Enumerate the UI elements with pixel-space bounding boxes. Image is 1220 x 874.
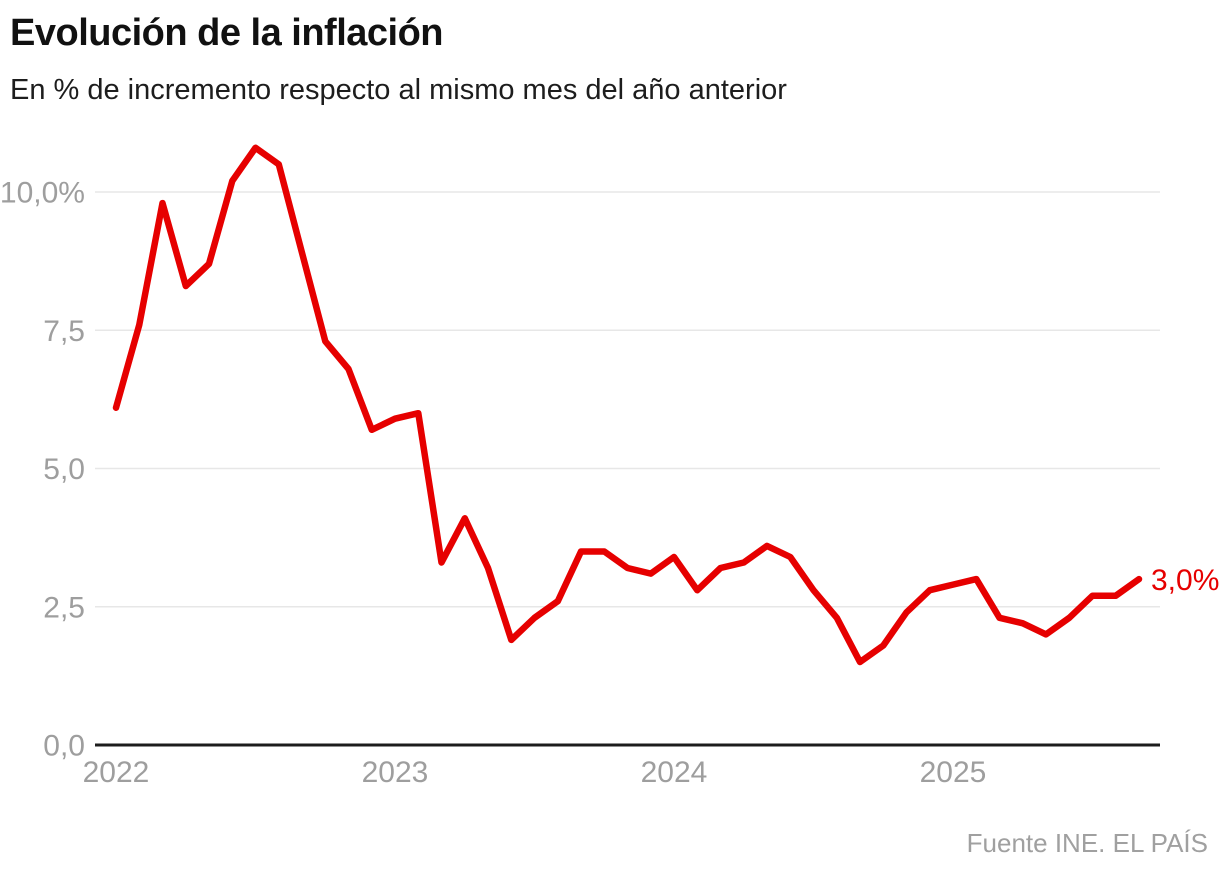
- y-tick-label: 2,5: [43, 591, 85, 624]
- y-tick-label: 5,0: [43, 453, 85, 486]
- chart-title: Evolución de la inflación: [10, 12, 444, 54]
- x-tick-label: 2025: [920, 756, 987, 789]
- x-tick-label: 2023: [362, 756, 429, 789]
- y-tick-label: 10,0%: [0, 177, 85, 210]
- x-tick-label: 2024: [641, 756, 708, 789]
- end-value-label: 3,0%: [1151, 564, 1219, 597]
- x-tick-label: 2022: [83, 756, 150, 789]
- y-tick-label: 7,5: [43, 315, 85, 348]
- chart-subtitle: En % de incremento respecto al mismo mes…: [10, 74, 787, 106]
- inflation-line: [112, 144, 1143, 666]
- y-tick-label: 0,0: [43, 730, 85, 763]
- source-credit: Fuente INE. EL PAÍS: [966, 828, 1208, 858]
